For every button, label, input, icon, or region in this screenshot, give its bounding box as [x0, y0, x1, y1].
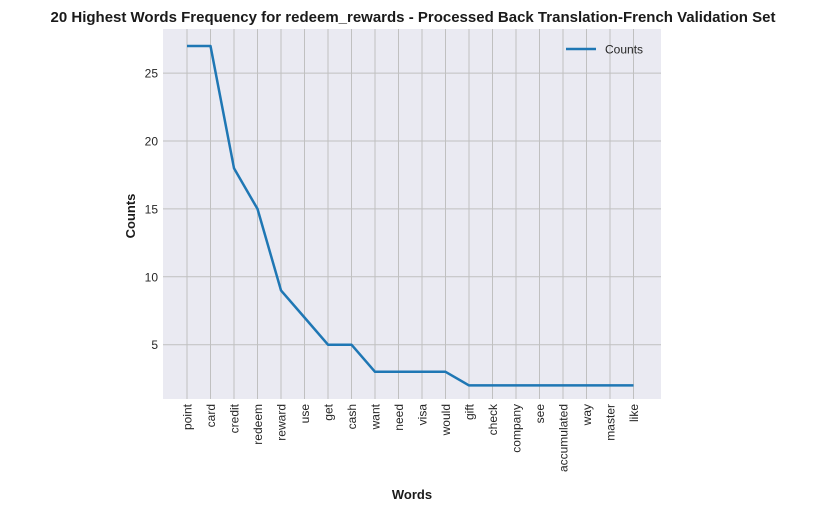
x-tick-label: get — [322, 403, 336, 420]
legend: Counts — [566, 43, 643, 57]
chart-title: 20 Highest Words Frequency for redeem_re… — [51, 9, 776, 26]
x-tick-label: credit — [228, 403, 242, 433]
x-tick-label: want — [369, 403, 383, 430]
y-tick-label: 15 — [145, 202, 159, 216]
x-tick-label: cash — [345, 404, 359, 429]
y-tick-label: 25 — [145, 67, 159, 81]
x-tick-label: company — [510, 404, 524, 453]
x-tick-label: redeem — [251, 404, 265, 445]
y-tick-label: 10 — [145, 270, 159, 284]
y-tick-label: 20 — [145, 135, 159, 149]
x-axis-label: Words — [392, 487, 432, 502]
y-tick-label: 5 — [151, 338, 158, 352]
x-tick-label: like — [627, 404, 641, 422]
x-tick-label: gift — [463, 403, 477, 420]
series-line-0 — [187, 44, 634, 387]
x-tick-label: way — [580, 404, 594, 426]
x-tick-label: see — [533, 404, 547, 424]
y-axis-label: Counts — [123, 194, 138, 239]
x-axis-ticks: point card credit redeem reward use get cash wan… — [181, 403, 642, 472]
x-tick-label: would — [439, 404, 453, 436]
x-tick-label: accumulated — [557, 404, 571, 472]
x-tick-label: reward — [275, 404, 289, 441]
x-tick-label: master — [604, 404, 618, 441]
x-tick-label: need — [392, 404, 406, 431]
x-tick-label: use — [298, 404, 312, 424]
grid — [163, 29, 661, 399]
x-tick-label: check — [486, 403, 500, 435]
plot-area — [163, 29, 661, 399]
x-tick-label: card — [204, 404, 218, 427]
x-tick-label: point — [181, 403, 195, 430]
x-tick-label: visa — [416, 404, 430, 426]
legend-label: Counts — [605, 43, 643, 57]
series-layer — [187, 44, 634, 387]
y-axis-ticks: 5 10 15 20 25 — [145, 67, 159, 353]
